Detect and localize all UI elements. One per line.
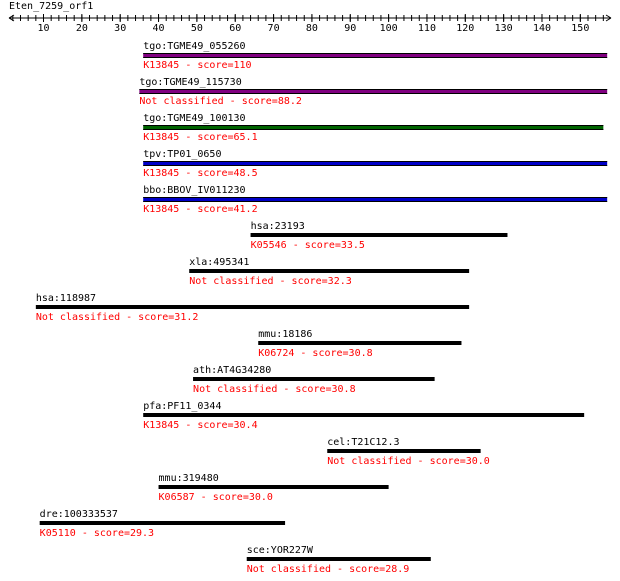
hit-bar[interactable] [39,521,286,525]
hit-bar-edge-top [143,161,608,162]
hit-gene-label[interactable]: tpv:TP01_0650 [143,149,221,160]
ruler-tick-label: 90 [344,23,356,34]
hit-row[interactable]: sce:YOR227W Not classified - score=28.9 [246,545,431,575]
hit-bar[interactable] [246,557,431,561]
hit-gene-label[interactable]: tgo:TGME49_115730 [139,77,241,88]
ruler-tick-label: 120 [456,23,474,34]
hit-score-label[interactable]: K13845 - score=65.1 [143,132,257,143]
hit-bar[interactable] [258,341,462,345]
hit-bar[interactable] [143,53,608,58]
hit-score-label[interactable]: Not classified - score=30.8 [193,384,356,395]
hit-score-label[interactable]: Not classified - score=32.3 [189,276,352,287]
hit-score-label[interactable]: K13845 - score=41.2 [143,204,257,215]
sequence-ruler: 10 20 30 40 50 60 70 80 90 100 110 120 130 140 150 [8,14,612,34]
hit-gene-label[interactable]: tgo:TGME49_055260 [143,41,245,52]
hit-row[interactable]: tpv:TP01_0650 K13845 - score=48.5 [143,149,608,179]
hit-score-label[interactable]: K05546 - score=33.5 [251,240,365,251]
hit-bar[interactable] [143,125,604,130]
hit-bar-edge-top [143,53,608,54]
hit-bar[interactable] [143,161,608,166]
hit-score-label[interactable]: K13845 - score=48.5 [143,168,257,179]
hit-bar[interactable] [193,377,435,381]
hit-score-label[interactable]: Not classified - score=28.9 [247,564,410,575]
hit-gene-label[interactable]: mmu:18186 [258,329,312,340]
ruler-tick-label: 20 [76,23,88,34]
ruler-tick-label: 140 [533,23,551,34]
hit-row[interactable]: tgo:TGME49_115730 Not classified - score=… [139,77,608,107]
hit-bar-edge-top [143,197,608,198]
hit-bar-edge-top [143,125,604,126]
hit-bar[interactable] [139,89,608,94]
hit-gene-label[interactable]: pfa:PF11_0344 [143,401,221,412]
hit-gene-label[interactable]: hsa:118987 [36,293,96,304]
hit-bar-edge-bottom [143,201,608,202]
ruler-tick-label: 100 [380,23,398,34]
ruler-tick-label: 150 [571,23,589,34]
hit-bar-edge-top [139,89,608,90]
hit-row[interactable]: pfa:PF11_0344 K13845 - score=30.4 [143,401,585,431]
hit-row[interactable]: mmu:319480 K06587 - score=30.0 [158,473,389,503]
ruler-right-arrow [605,14,612,22]
hit-gene-label[interactable]: xla:495341 [189,257,249,268]
ruler-tick-label: 60 [229,23,241,34]
hit-gene-label[interactable]: mmu:319480 [159,473,219,484]
hit-score-label[interactable]: K06587 - score=30.0 [159,492,273,503]
hit-gene-label[interactable]: cel:T21C12.3 [327,437,399,448]
hit-row[interactable]: bbo:BBOV_IV011230 K13845 - score=41.2 [143,185,608,215]
hit-row[interactable]: tgo:TGME49_055260 K13845 - score=110 [143,41,608,71]
hit-score-label[interactable]: Not classified - score=88.2 [139,96,302,107]
hit-bar-edge-bottom [143,165,608,166]
ruler-tick-label: 50 [191,23,203,34]
hit-score-label[interactable]: Not classified - score=30.0 [327,456,490,467]
hit-bar-edge-bottom [143,129,604,130]
hit-score-label[interactable]: K13845 - score=110 [143,60,251,71]
hit-gene-label[interactable]: tgo:TGME49_100130 [143,113,245,124]
hit-bar[interactable] [250,233,508,237]
hit-gene-label[interactable]: bbo:BBOV_IV011230 [143,185,245,196]
hit-row[interactable]: hsa:118987 Not classified - score=31.2 [35,293,470,323]
ruler-tick-label: 130 [495,23,513,34]
hit-row[interactable]: hsa:23193 K05546 - score=33.5 [250,221,508,251]
hit-row[interactable]: cel:T21C12.3 Not classified - score=30.0 [327,437,490,467]
ruler-tick-label: 40 [153,23,165,34]
hit-bar[interactable] [189,269,470,273]
hit-row[interactable]: dre:100333537 K05110 - score=29.3 [39,509,286,539]
query-title: Eten_7259_orf1 [9,1,93,12]
hit-row[interactable]: ath:AT4G34280 Not classified - score=30.8 [193,365,435,395]
ruler-tick-label: 10 [37,23,49,34]
hit-bar[interactable] [327,449,481,453]
hit-score-label[interactable]: Not classified - score=31.2 [36,312,199,323]
hit-gene-label[interactable]: dre:100333537 [40,509,118,520]
hit-score-label[interactable]: K06724 - score=30.8 [258,348,372,359]
hit-score-label[interactable]: K13845 - score=30.4 [143,420,257,431]
hit-bar[interactable] [158,485,389,489]
hit-score-label[interactable]: K05110 - score=29.3 [40,528,154,539]
ruler-tick-label: 80 [306,23,318,34]
hit-row[interactable]: xla:495341 Not classified - score=32.3 [189,257,470,287]
hit-bar-edge-bottom [143,57,608,58]
hit-gene-label[interactable]: sce:YOR227W [247,545,314,556]
hit-bar[interactable] [143,413,585,417]
hit-bar[interactable] [35,305,470,309]
hit-gene-label[interactable]: ath:AT4G34280 [193,365,271,376]
ruler-tick-label: 30 [114,23,126,34]
hit-bar[interactable] [143,197,608,202]
ruler-tick-label: 110 [418,23,436,34]
ruler-tick-label: 70 [268,23,280,34]
hit-row[interactable]: tgo:TGME49_100130 K13845 - score=65.1 [143,113,604,143]
hit-bar-edge-bottom [139,93,608,94]
hit-row[interactable]: mmu:18186 K06724 - score=30.8 [258,329,462,359]
hit-gene-label[interactable]: hsa:23193 [251,221,305,232]
